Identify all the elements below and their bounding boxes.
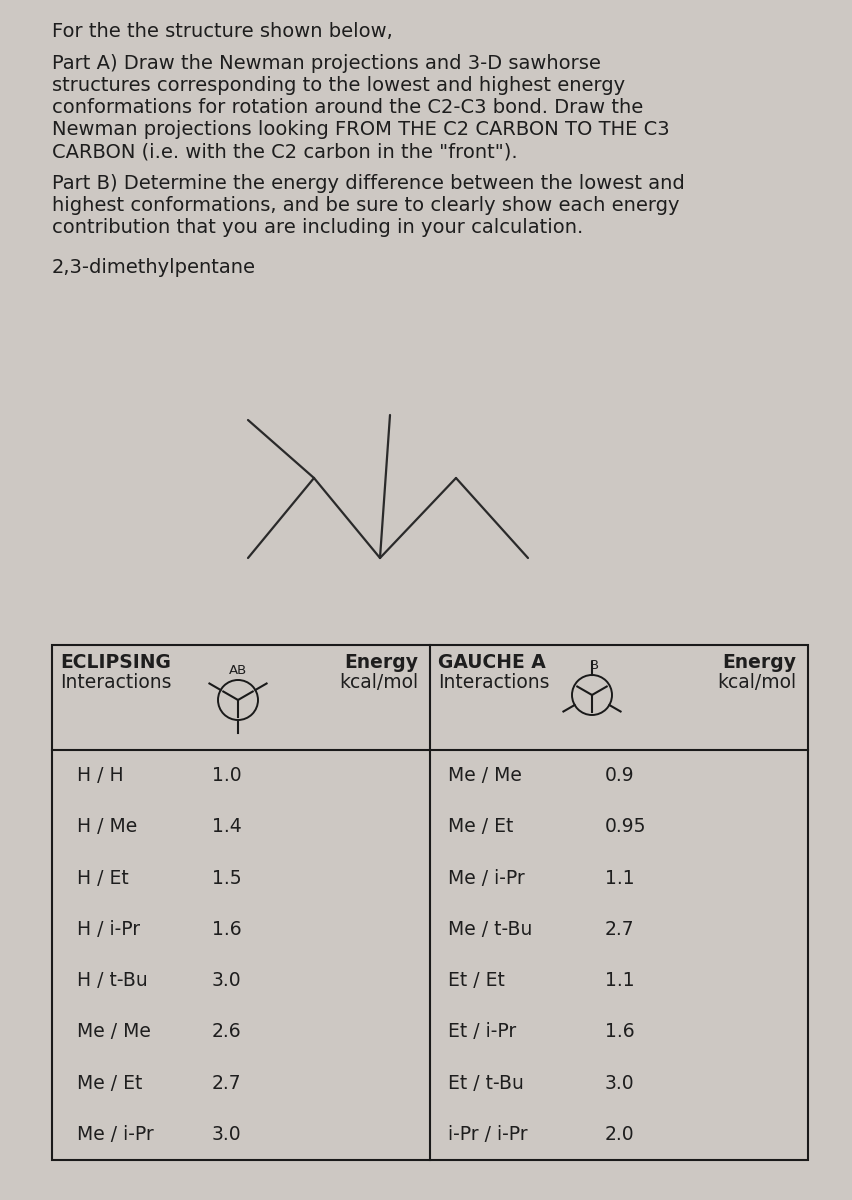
Text: 1.5: 1.5 (212, 869, 241, 888)
Text: 3.0: 3.0 (604, 1074, 634, 1093)
Text: Part A) Draw the Newman projections and 3-D sawhorse: Part A) Draw the Newman projections and … (52, 54, 600, 73)
Text: Part B) Determine the energy difference between the lowest and: Part B) Determine the energy difference … (52, 174, 684, 193)
Text: kcal/mol: kcal/mol (716, 673, 795, 692)
Text: Et / i-Pr: Et / i-Pr (447, 1022, 515, 1042)
Text: 1.1: 1.1 (604, 971, 634, 990)
Text: Me / i-Pr: Me / i-Pr (447, 869, 524, 888)
Text: Et / t-Bu: Et / t-Bu (447, 1074, 523, 1093)
Text: Me / Et: Me / Et (77, 1074, 142, 1093)
Text: Me / Et: Me / Et (447, 817, 513, 836)
Text: GAUCHE A: GAUCHE A (437, 653, 545, 672)
Text: 1.4: 1.4 (212, 817, 241, 836)
Text: 3.0: 3.0 (212, 1124, 241, 1144)
Text: conformations for rotation around the C2-C3 bond. Draw the: conformations for rotation around the C2… (52, 98, 642, 116)
Text: Energy: Energy (343, 653, 417, 672)
Text: kcal/mol: kcal/mol (338, 673, 417, 692)
Text: 1.1: 1.1 (604, 869, 634, 888)
Text: 2.7: 2.7 (604, 920, 634, 938)
Text: 1.0: 1.0 (212, 766, 241, 785)
Text: B: B (589, 659, 598, 672)
Text: Et / Et: Et / Et (447, 971, 504, 990)
Text: Me / t-Bu: Me / t-Bu (447, 920, 532, 938)
Text: contribution that you are including in your calculation.: contribution that you are including in y… (52, 218, 583, 236)
Text: 1.6: 1.6 (212, 920, 241, 938)
Text: 2.6: 2.6 (212, 1022, 241, 1042)
Text: H / Me: H / Me (77, 817, 137, 836)
Text: 2.0: 2.0 (604, 1124, 634, 1144)
Text: H / t-Bu: H / t-Bu (77, 971, 147, 990)
Text: Energy: Energy (721, 653, 795, 672)
Text: Me / i-Pr: Me / i-Pr (77, 1124, 153, 1144)
Text: structures corresponding to the lowest and highest energy: structures corresponding to the lowest a… (52, 76, 625, 95)
Text: Newman projections looking FROM THE C2 CARBON TO THE C3: Newman projections looking FROM THE C2 C… (52, 120, 669, 139)
Text: 3.0: 3.0 (212, 971, 241, 990)
Text: AB: AB (228, 664, 247, 677)
Text: i-Pr / i-Pr: i-Pr / i-Pr (447, 1124, 527, 1144)
Text: H / H: H / H (77, 766, 124, 785)
Bar (52, 646, 807, 1160)
Text: H / i-Pr: H / i-Pr (77, 920, 140, 938)
Text: ECLIPSING: ECLIPSING (60, 653, 170, 672)
Text: Interactions: Interactions (60, 673, 171, 692)
Text: 0.95: 0.95 (604, 817, 646, 836)
Text: Me / Me: Me / Me (77, 1022, 151, 1042)
Text: Me / Me: Me / Me (447, 766, 521, 785)
Text: For the the structure shown below,: For the the structure shown below, (52, 22, 392, 41)
Text: 2,3-dimethylpentane: 2,3-dimethylpentane (52, 258, 256, 277)
Text: 1.6: 1.6 (604, 1022, 634, 1042)
Text: H / Et: H / Et (77, 869, 129, 888)
Text: CARBON (i.e. with the C2 carbon in the "front").: CARBON (i.e. with the C2 carbon in the "… (52, 142, 517, 161)
Text: highest conformations, and be sure to clearly show each energy: highest conformations, and be sure to cl… (52, 196, 679, 215)
Text: 2.7: 2.7 (212, 1074, 241, 1093)
Text: Interactions: Interactions (437, 673, 549, 692)
Text: 0.9: 0.9 (604, 766, 634, 785)
